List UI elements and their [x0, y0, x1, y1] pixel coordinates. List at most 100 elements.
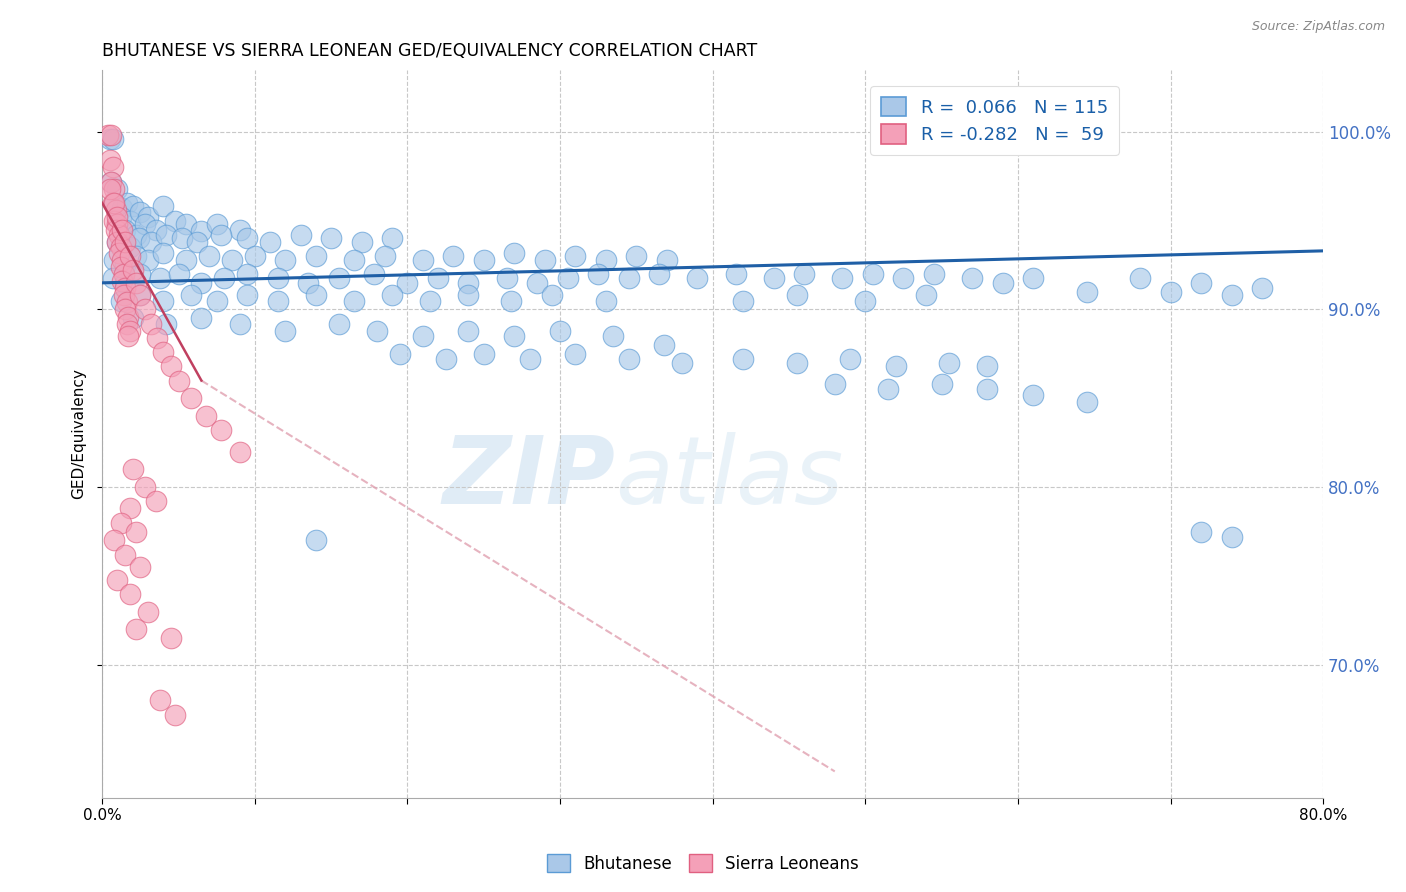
Point	[1076, 285, 1098, 299]
Point	[762, 270, 785, 285]
Point	[671, 356, 693, 370]
Point	[412, 329, 434, 343]
Point	[118, 240, 141, 254]
Text: atlas: atlas	[614, 432, 844, 523]
Point	[243, 249, 266, 263]
Point	[441, 249, 464, 263]
Point	[97, 128, 120, 143]
Point	[117, 329, 139, 343]
Point	[321, 231, 343, 245]
Point	[110, 293, 132, 308]
Point	[101, 270, 124, 285]
Point	[145, 222, 167, 236]
Point	[228, 222, 250, 236]
Point	[111, 222, 134, 236]
Point	[1220, 530, 1243, 544]
Point	[125, 227, 148, 242]
Text: ZIP: ZIP	[441, 432, 614, 524]
Point	[103, 533, 125, 548]
Point	[107, 235, 129, 249]
Point	[1189, 276, 1212, 290]
Point	[129, 288, 152, 302]
Point	[160, 359, 183, 374]
Point	[180, 392, 202, 406]
Point	[862, 267, 884, 281]
Point	[160, 631, 183, 645]
Point	[724, 267, 747, 281]
Point	[107, 217, 129, 231]
Point	[457, 288, 479, 302]
Point	[103, 182, 125, 196]
Point	[877, 383, 900, 397]
Point	[1129, 270, 1152, 285]
Point	[526, 276, 548, 290]
Point	[98, 153, 121, 168]
Point	[146, 331, 169, 345]
Point	[931, 377, 953, 392]
Point	[110, 260, 132, 274]
Text: Source: ZipAtlas.com: Source: ZipAtlas.com	[1251, 20, 1385, 33]
Point	[655, 252, 678, 267]
Point	[541, 288, 564, 302]
Point	[503, 329, 526, 343]
Point	[195, 409, 218, 423]
Text: BHUTANESE VS SIERRA LEONEAN GED/EQUIVALENCY CORRELATION CHART: BHUTANESE VS SIERRA LEONEAN GED/EQUIVALE…	[103, 42, 758, 60]
Point	[149, 693, 172, 707]
Point	[107, 210, 129, 224]
Point	[103, 195, 125, 210]
Point	[108, 245, 131, 260]
Point	[118, 587, 141, 601]
Point	[922, 267, 945, 281]
Point	[103, 213, 125, 227]
Point	[648, 267, 671, 281]
Point	[412, 252, 434, 267]
Point	[938, 356, 960, 370]
Point	[128, 231, 150, 245]
Point	[976, 359, 998, 374]
Point	[209, 423, 232, 437]
Point	[165, 213, 187, 227]
Point	[107, 573, 129, 587]
Point	[111, 201, 134, 215]
Point	[893, 270, 915, 285]
Point	[1160, 285, 1182, 299]
Point	[236, 231, 259, 245]
Point	[110, 240, 132, 254]
Point	[472, 347, 495, 361]
Point	[136, 605, 159, 619]
Point	[167, 374, 190, 388]
Point	[111, 252, 134, 267]
Point	[419, 293, 441, 308]
Point	[190, 276, 212, 290]
Point	[1220, 288, 1243, 302]
Point	[626, 249, 648, 263]
Point	[152, 245, 174, 260]
Point	[733, 352, 755, 367]
Point	[198, 249, 221, 263]
Point	[602, 329, 624, 343]
Point	[503, 245, 526, 260]
Point	[209, 227, 232, 242]
Point	[114, 548, 136, 562]
Point	[501, 293, 523, 308]
Point	[831, 270, 853, 285]
Point	[190, 224, 212, 238]
Point	[205, 217, 228, 231]
Point	[976, 383, 998, 397]
Point	[152, 293, 174, 308]
Point	[305, 533, 328, 548]
Point	[853, 293, 876, 308]
Point	[107, 182, 129, 196]
Point	[165, 707, 187, 722]
Point	[786, 288, 808, 302]
Point	[363, 267, 385, 281]
Point	[366, 324, 388, 338]
Point	[104, 202, 127, 217]
Point	[118, 213, 141, 227]
Point	[134, 480, 156, 494]
Point	[1076, 395, 1098, 409]
Point	[457, 324, 479, 338]
Point	[495, 270, 517, 285]
Point	[617, 352, 640, 367]
Point	[180, 288, 202, 302]
